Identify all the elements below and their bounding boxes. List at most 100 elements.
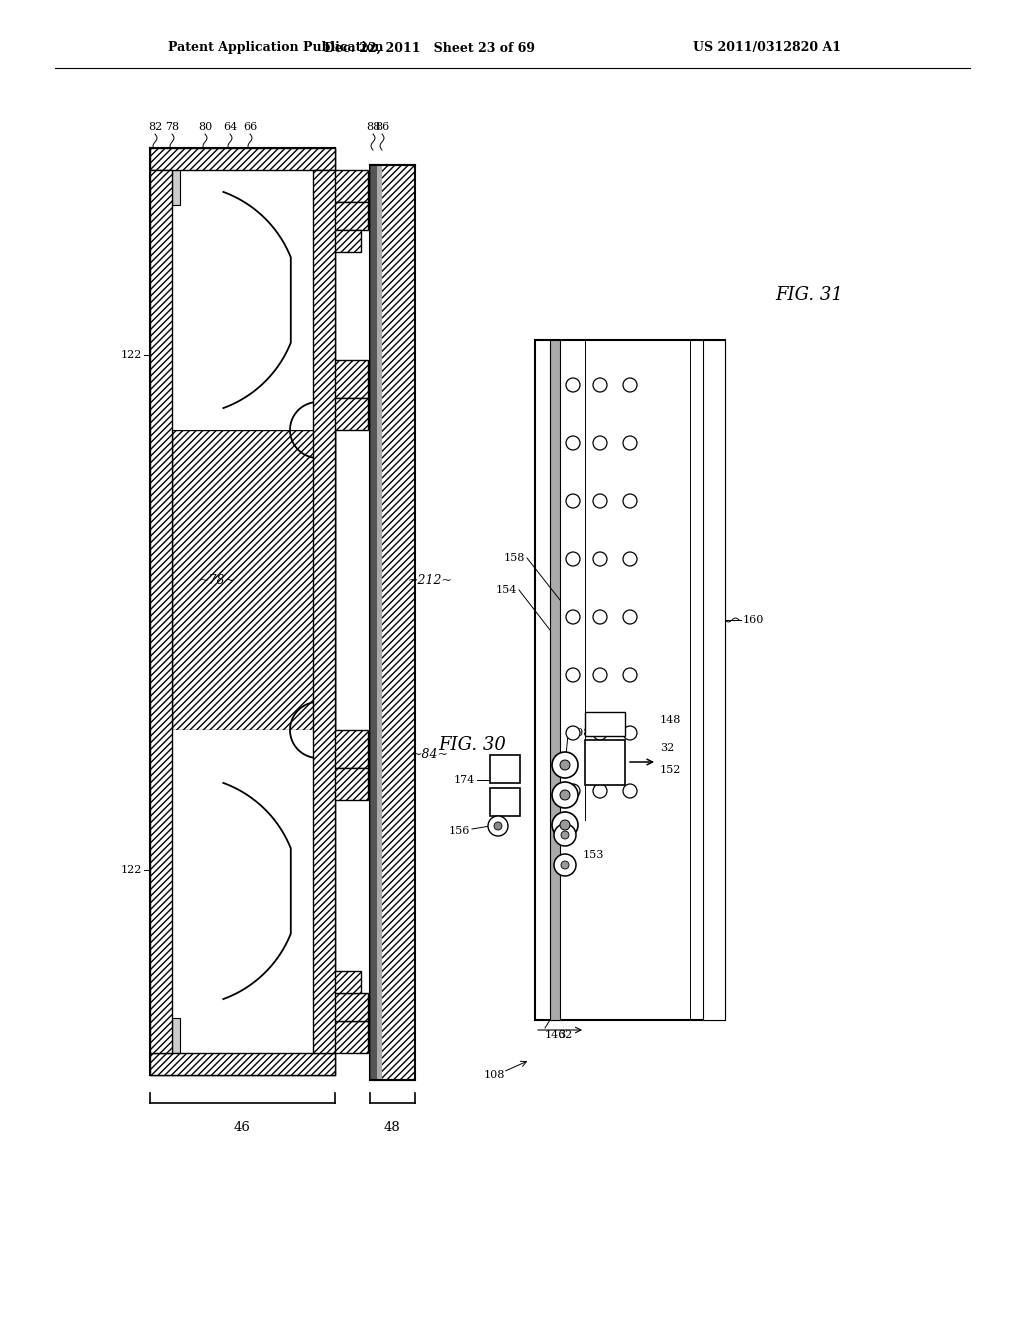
Circle shape — [593, 668, 607, 682]
Bar — [585, 741, 625, 785]
Text: 86: 86 — [375, 121, 389, 132]
Bar — [313, 170, 335, 1053]
Bar — [313, 170, 368, 202]
Text: ~78~: ~78~ — [199, 573, 236, 586]
Bar — [172, 170, 313, 430]
Text: 153: 153 — [583, 850, 604, 861]
Circle shape — [593, 610, 607, 624]
Circle shape — [561, 832, 569, 840]
Bar — [150, 148, 335, 170]
Circle shape — [593, 784, 607, 799]
Bar — [370, 165, 377, 1080]
Text: 174: 174 — [454, 775, 475, 785]
Text: 64: 64 — [223, 121, 238, 132]
Circle shape — [623, 494, 637, 508]
Circle shape — [593, 726, 607, 741]
Circle shape — [593, 378, 607, 392]
Bar — [535, 341, 725, 1020]
Bar — [703, 341, 725, 1020]
Circle shape — [552, 812, 578, 838]
Bar — [331, 972, 361, 993]
Bar — [172, 170, 180, 205]
Circle shape — [566, 552, 580, 566]
Bar — [313, 170, 335, 1053]
Circle shape — [566, 378, 580, 392]
Bar — [323, 993, 368, 1020]
Circle shape — [554, 854, 575, 876]
Circle shape — [623, 784, 637, 799]
Text: Dec. 22, 2011   Sheet 23 of 69: Dec. 22, 2011 Sheet 23 of 69 — [325, 41, 536, 54]
Circle shape — [494, 822, 502, 830]
Text: 66: 66 — [243, 121, 257, 132]
Text: 148: 148 — [660, 715, 681, 725]
Circle shape — [623, 436, 637, 450]
Circle shape — [623, 378, 637, 392]
Circle shape — [593, 494, 607, 508]
Text: ~84~: ~84~ — [412, 748, 449, 762]
Bar — [172, 430, 335, 730]
Text: 108: 108 — [570, 729, 592, 738]
Text: FIG. 30: FIG. 30 — [438, 737, 506, 754]
Text: 158: 158 — [504, 553, 525, 564]
Bar — [150, 148, 335, 170]
Text: 122: 122 — [121, 350, 142, 360]
Circle shape — [561, 861, 569, 869]
Circle shape — [593, 552, 607, 566]
Circle shape — [623, 668, 637, 682]
Circle shape — [623, 610, 637, 624]
Circle shape — [560, 789, 570, 800]
Text: 152: 152 — [660, 766, 681, 775]
Circle shape — [566, 784, 580, 799]
Circle shape — [554, 824, 575, 846]
Bar — [323, 202, 368, 230]
Text: 48: 48 — [384, 1121, 400, 1134]
Circle shape — [552, 781, 578, 808]
Bar — [331, 230, 361, 252]
Bar — [490, 788, 520, 816]
Bar — [313, 360, 368, 399]
Text: Patent Application Publication: Patent Application Publication — [168, 41, 384, 54]
Text: 88: 88 — [366, 121, 380, 132]
Bar — [377, 165, 382, 1080]
Bar — [172, 1018, 180, 1053]
Bar — [585, 711, 625, 737]
Bar — [313, 1020, 368, 1053]
Circle shape — [566, 668, 580, 682]
Text: FIG. 31: FIG. 31 — [775, 286, 843, 304]
Circle shape — [560, 820, 570, 830]
Bar — [490, 755, 520, 783]
Text: 146: 146 — [545, 1030, 566, 1040]
Text: 78: 78 — [165, 121, 179, 132]
Circle shape — [623, 552, 637, 566]
Text: 156: 156 — [449, 826, 470, 836]
Bar — [370, 165, 415, 1080]
Bar — [323, 768, 368, 800]
Text: ~62~: ~62~ — [209, 314, 246, 326]
Circle shape — [593, 436, 607, 450]
Text: 160: 160 — [743, 615, 764, 624]
Bar — [150, 1053, 335, 1074]
Text: 154: 154 — [496, 585, 517, 595]
Bar — [150, 170, 172, 1053]
Bar — [313, 730, 368, 768]
Text: 122: 122 — [121, 865, 142, 875]
Text: 80: 80 — [198, 121, 212, 132]
Text: 32: 32 — [660, 743, 674, 752]
Text: 46: 46 — [233, 1121, 251, 1134]
Circle shape — [566, 494, 580, 508]
Text: ~60~: ~60~ — [209, 854, 246, 866]
Circle shape — [552, 752, 578, 777]
Bar — [323, 399, 368, 430]
Bar — [150, 1053, 335, 1074]
Circle shape — [560, 760, 570, 770]
Circle shape — [623, 726, 637, 741]
Text: 82: 82 — [147, 121, 162, 132]
Text: 32: 32 — [558, 1030, 572, 1040]
Circle shape — [566, 610, 580, 624]
Circle shape — [488, 816, 508, 836]
Circle shape — [566, 436, 580, 450]
Text: ~212~: ~212~ — [408, 573, 453, 586]
Text: US 2011/0312820 A1: US 2011/0312820 A1 — [693, 41, 841, 54]
Bar — [172, 730, 313, 1053]
Bar — [150, 170, 172, 1053]
